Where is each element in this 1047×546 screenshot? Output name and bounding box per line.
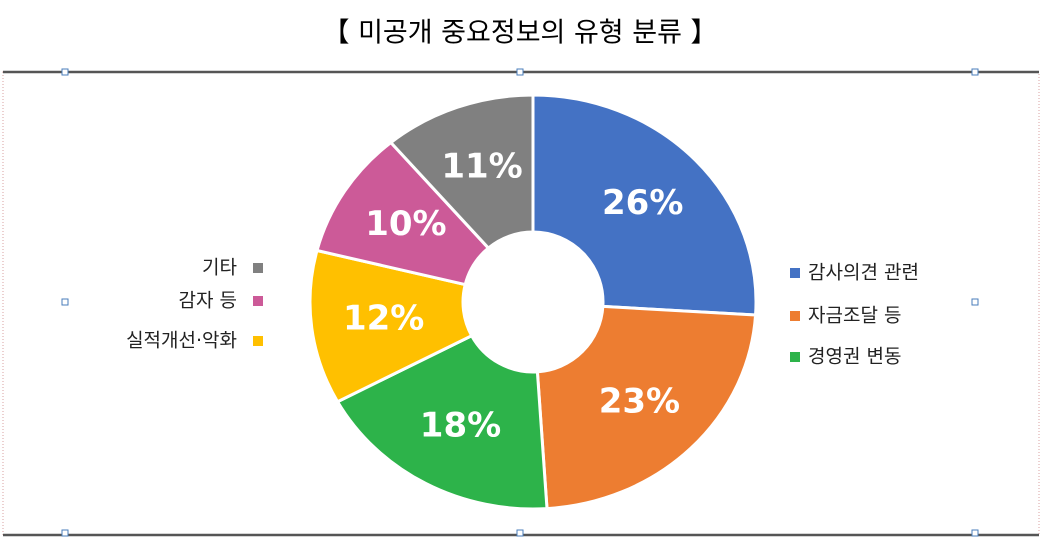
legend-label: 감사의견 관련 <box>808 262 919 284</box>
donut-slice <box>388 93 535 251</box>
legend-label: 자금조달 등 <box>808 305 901 327</box>
legend-label: 감자 등 <box>179 290 237 312</box>
legend-label: 경영권 변동 <box>808 346 901 368</box>
legend-swatch <box>790 352 800 362</box>
donut-slice <box>535 304 758 511</box>
chart-title: 【 미공개 중요정보의 유형 분류 】 <box>323 18 718 49</box>
data-label: 23% <box>599 381 680 421</box>
legend-swatch <box>790 311 800 321</box>
data-label: 18% <box>420 405 501 445</box>
data-label: 11% <box>441 146 522 186</box>
data-label: 26% <box>602 183 683 223</box>
legend-swatch <box>790 268 800 278</box>
donut-slice <box>315 140 491 287</box>
data-label: 10% <box>365 204 446 244</box>
donut-slice <box>531 93 758 317</box>
donut-slice <box>335 333 549 511</box>
legend-swatch <box>253 263 263 273</box>
data-label: 12% <box>343 298 424 338</box>
donut-slice <box>308 248 474 404</box>
selection-handles <box>61 68 979 537</box>
legend-label: 기타 <box>202 257 237 279</box>
legend-swatch <box>253 296 263 306</box>
legend-label: 실적개선·악화 <box>126 330 237 352</box>
legend-swatch <box>253 336 263 346</box>
